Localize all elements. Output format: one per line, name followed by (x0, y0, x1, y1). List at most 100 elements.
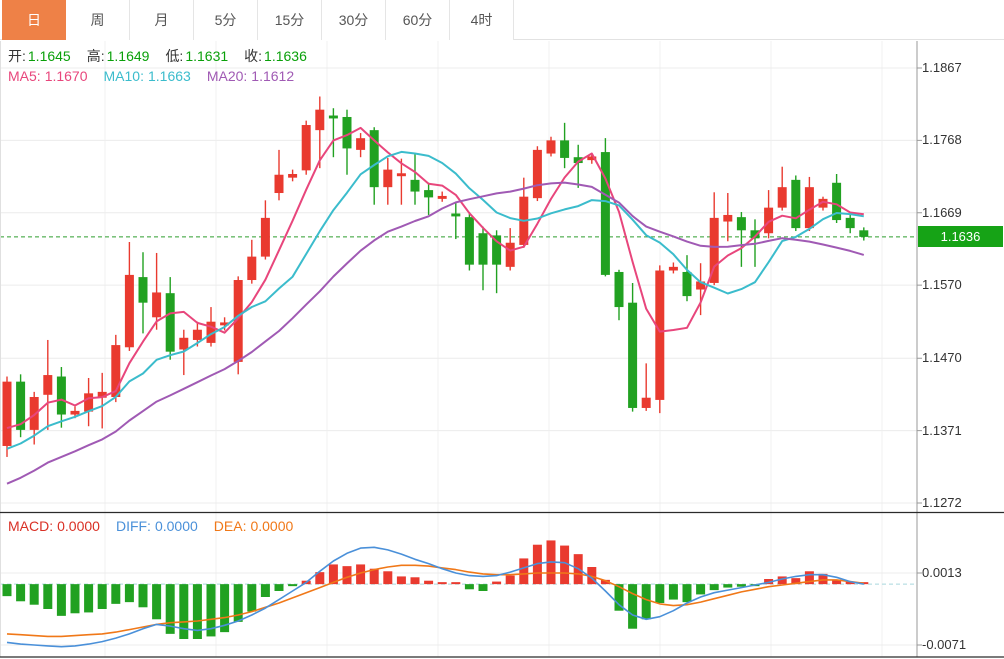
macd-hist-bar (777, 576, 787, 585)
macd-hist-bar (43, 584, 53, 609)
ma-readout: MA5: 1.1670 MA10: 1.1663 MA20: 1.1612 (8, 68, 310, 84)
price-axis-label: 1.1272 (922, 495, 962, 510)
macd-hist-bar (29, 584, 39, 605)
candle-body (451, 213, 461, 217)
candle-body (220, 322, 230, 326)
low-label: 低: (165, 48, 184, 64)
macd-hist-bar (723, 584, 733, 588)
candle-body (478, 233, 488, 265)
main-chart-area[interactable] (0, 41, 917, 513)
macd-hist-bar (111, 584, 121, 604)
ma10-label: MA10: (103, 68, 144, 84)
candle-body (777, 187, 787, 208)
macd-hist-bar (124, 584, 134, 603)
candle-body (587, 156, 597, 161)
macd-hist-bar (560, 545, 570, 585)
candle-body (247, 256, 257, 281)
candle-body (179, 337, 189, 350)
candle-body (560, 140, 570, 158)
tab-month[interactable]: 月 (130, 0, 194, 40)
macd-hist-bar (70, 584, 80, 614)
macd-hist-bar (315, 572, 325, 585)
high-value: 1.1649 (106, 48, 150, 64)
candle-body (464, 217, 474, 265)
price-axis-label: 1.1371 (922, 422, 962, 438)
macd-hist-bar (478, 584, 488, 591)
tab-30min[interactable]: 30分 (322, 0, 386, 40)
macd-hist-bar (383, 571, 393, 585)
candle-body (29, 396, 39, 430)
macd-hist-bar (260, 584, 270, 597)
low-value: 1.1631 (185, 48, 229, 64)
candle-body (192, 329, 202, 340)
tab-60min[interactable]: 60分 (386, 0, 450, 40)
candle-body (43, 375, 53, 395)
macd-label: MACD: (8, 518, 54, 534)
candle-body (70, 410, 80, 415)
macd-hist-bar (600, 579, 610, 585)
candle-body (641, 397, 651, 408)
macd-hist-bar (464, 584, 474, 590)
macd-hist-bar (342, 566, 352, 585)
candle-body (383, 169, 393, 188)
macd-hist-bar (818, 573, 828, 585)
candle-body (124, 274, 134, 348)
ma5-label: MA5: (8, 68, 41, 84)
macd-hist-bar (519, 558, 529, 585)
diff-label: DIFF: (115, 518, 151, 534)
macd-hist-bar (505, 575, 515, 585)
macd-hist-bar (764, 579, 774, 585)
open-value: 1.1645 (27, 48, 71, 64)
macd-hist-bar (192, 584, 202, 639)
candle-body (2, 381, 12, 446)
price-axis-label: 1.1570 (922, 277, 962, 293)
tab-week[interactable]: 周 (66, 0, 130, 40)
candle-body (165, 293, 175, 352)
macd-axis-label: 0.0013 (922, 565, 962, 580)
candle-body (668, 266, 678, 271)
candle-body (437, 195, 447, 199)
candle-body (764, 207, 774, 234)
tab-day[interactable]: 日 (2, 0, 66, 40)
candle-body (696, 281, 706, 290)
macd-hist-bar (696, 584, 706, 595)
macd-hist-bar (641, 584, 651, 620)
open-label: 开: (8, 48, 26, 64)
candle-body (288, 174, 298, 178)
ma10-line (6, 150, 864, 450)
candle-body (260, 217, 270, 257)
macd-chart-area[interactable] (0, 513, 917, 658)
macd-hist-bar (396, 576, 406, 585)
macd-hist-bar (84, 584, 94, 613)
macd-hist-bar (206, 584, 216, 637)
candle-body (750, 230, 760, 239)
ma20-label: MA20: (206, 68, 248, 84)
macd-hist-bar (56, 584, 66, 616)
tab-4hour[interactable]: 4时 (450, 0, 514, 40)
candle-body (532, 149, 542, 199)
candle-body (233, 280, 243, 362)
tab-15min[interactable]: 15分 (258, 0, 322, 40)
candle-body (573, 157, 583, 164)
candle-body (369, 130, 379, 188)
candle-body (315, 109, 325, 131)
macd-hist-bar (410, 577, 420, 585)
candle-body (628, 302, 638, 408)
candle-body (505, 242, 515, 267)
macd-hist-bar (587, 567, 597, 585)
macd-hist-bar (2, 584, 12, 597)
candle-body (152, 292, 162, 318)
candle-body (84, 393, 94, 412)
ma5-line (6, 126, 864, 430)
candle-body (723, 214, 733, 222)
macd-hist-bar (165, 584, 175, 634)
tab-5min[interactable]: 5分 (194, 0, 258, 40)
macd-hist-bar (628, 584, 638, 629)
candle-body (614, 271, 624, 308)
diff-line (6, 546, 864, 648)
candle-body (818, 198, 828, 208)
dea-value: 0.0000 (250, 518, 294, 534)
macd-hist-bar (451, 582, 461, 585)
macd-readout: MACD: 0.0000 DIFF: 0.0000 DEA: 0.0000 (8, 518, 309, 534)
